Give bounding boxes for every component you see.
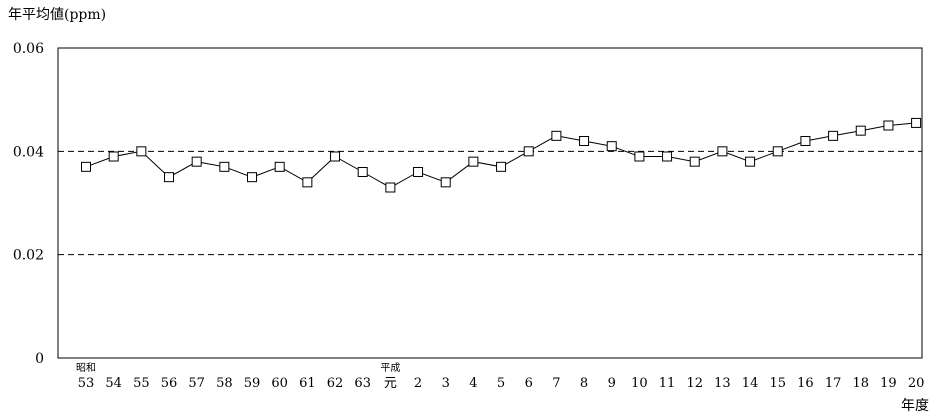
series-line — [85, 122, 917, 189]
x-axis-title: 年度 — [901, 398, 929, 414]
data-points — [81, 117, 922, 193]
era-label: 昭和 — [76, 362, 96, 374]
x-tick-label: 62 — [327, 376, 344, 391]
x-tick-label: 7 — [552, 376, 560, 391]
data-point — [136, 146, 147, 157]
x-tick-label: 55 — [133, 376, 150, 391]
x-tick-label: 14 — [742, 376, 759, 391]
data-point — [772, 146, 783, 157]
data-point — [247, 172, 258, 183]
data-point — [579, 136, 590, 146]
data-point — [219, 161, 230, 172]
data-point — [800, 136, 811, 146]
data-point — [302, 177, 313, 188]
x-tick-label: 3 — [442, 376, 450, 391]
data-point — [81, 161, 91, 172]
y-tick-label: 0.02 — [13, 248, 44, 264]
x-tick-label: 11 — [659, 376, 676, 391]
x-tick-label: 54 — [105, 376, 122, 391]
data-point — [551, 130, 562, 141]
x-tick-label: 19 — [880, 376, 897, 391]
data-point — [828, 130, 839, 141]
x-tick-label: 58 — [216, 376, 233, 391]
plot-frame — [57, 47, 923, 359]
data-point — [108, 151, 119, 162]
era-label: 平成 — [380, 362, 400, 374]
x-tick-label: 16 — [797, 376, 814, 391]
data-point — [468, 156, 479, 167]
data-point — [745, 156, 756, 167]
data-point — [330, 151, 341, 162]
x-tick-label: 53 — [78, 376, 95, 391]
x-tick-label: 15 — [769, 376, 786, 391]
x-tick-label: 59 — [244, 376, 261, 391]
x-tick-label: 18 — [852, 376, 869, 391]
x-tick-label: 9 — [608, 376, 616, 391]
x-tick-label: 13 — [714, 376, 731, 391]
data-point — [606, 141, 617, 152]
x-tick-label: 56 — [161, 376, 178, 391]
data-point — [717, 146, 728, 157]
data-point — [357, 167, 368, 177]
data-point — [385, 182, 396, 193]
x-tick-label: 4 — [469, 376, 477, 391]
y-tick-label: 0.06 — [13, 41, 44, 57]
x-tick-label: 61 — [299, 376, 316, 391]
x-tick-label: 12 — [686, 376, 703, 391]
x-tick-label: 5 — [497, 376, 505, 391]
x-tick-label: 17 — [825, 376, 842, 391]
data-point — [911, 117, 922, 128]
y-axis: 0 0.02 0.04 0.06 — [13, 41, 44, 367]
data-point — [523, 146, 534, 157]
data-point — [191, 156, 202, 167]
x-tick-label: 20 — [908, 376, 925, 391]
x-tick-label: 2 — [414, 376, 422, 391]
data-point — [274, 161, 285, 172]
x-tick-label: 元 — [384, 376, 397, 391]
y-axis-title: 年平均値(ppm) — [8, 7, 107, 23]
x-tick-label: 60 — [271, 376, 288, 391]
x-axis: 53 54 55 56 57 58 59 60 61 62 63 元 2 3 4 5 6 7 8 9 10 11 12 13 1… — [76, 362, 924, 391]
data-point — [883, 120, 894, 131]
x-tick-label: 57 — [188, 376, 205, 391]
x-tick-label: 8 — [580, 376, 588, 391]
data-point — [689, 156, 700, 167]
data-point — [440, 177, 451, 188]
x-tick-label: 6 — [525, 376, 533, 391]
data-point — [496, 161, 507, 172]
data-point — [164, 172, 175, 183]
x-tick-label: 63 — [354, 376, 371, 391]
data-point — [413, 167, 424, 177]
data-point — [662, 151, 673, 162]
y-tick-label: 0.04 — [13, 144, 44, 160]
y-tick-label: 0 — [35, 351, 44, 367]
x-tick-label: 10 — [631, 376, 648, 391]
data-point — [855, 125, 866, 136]
data-point — [634, 151, 645, 162]
